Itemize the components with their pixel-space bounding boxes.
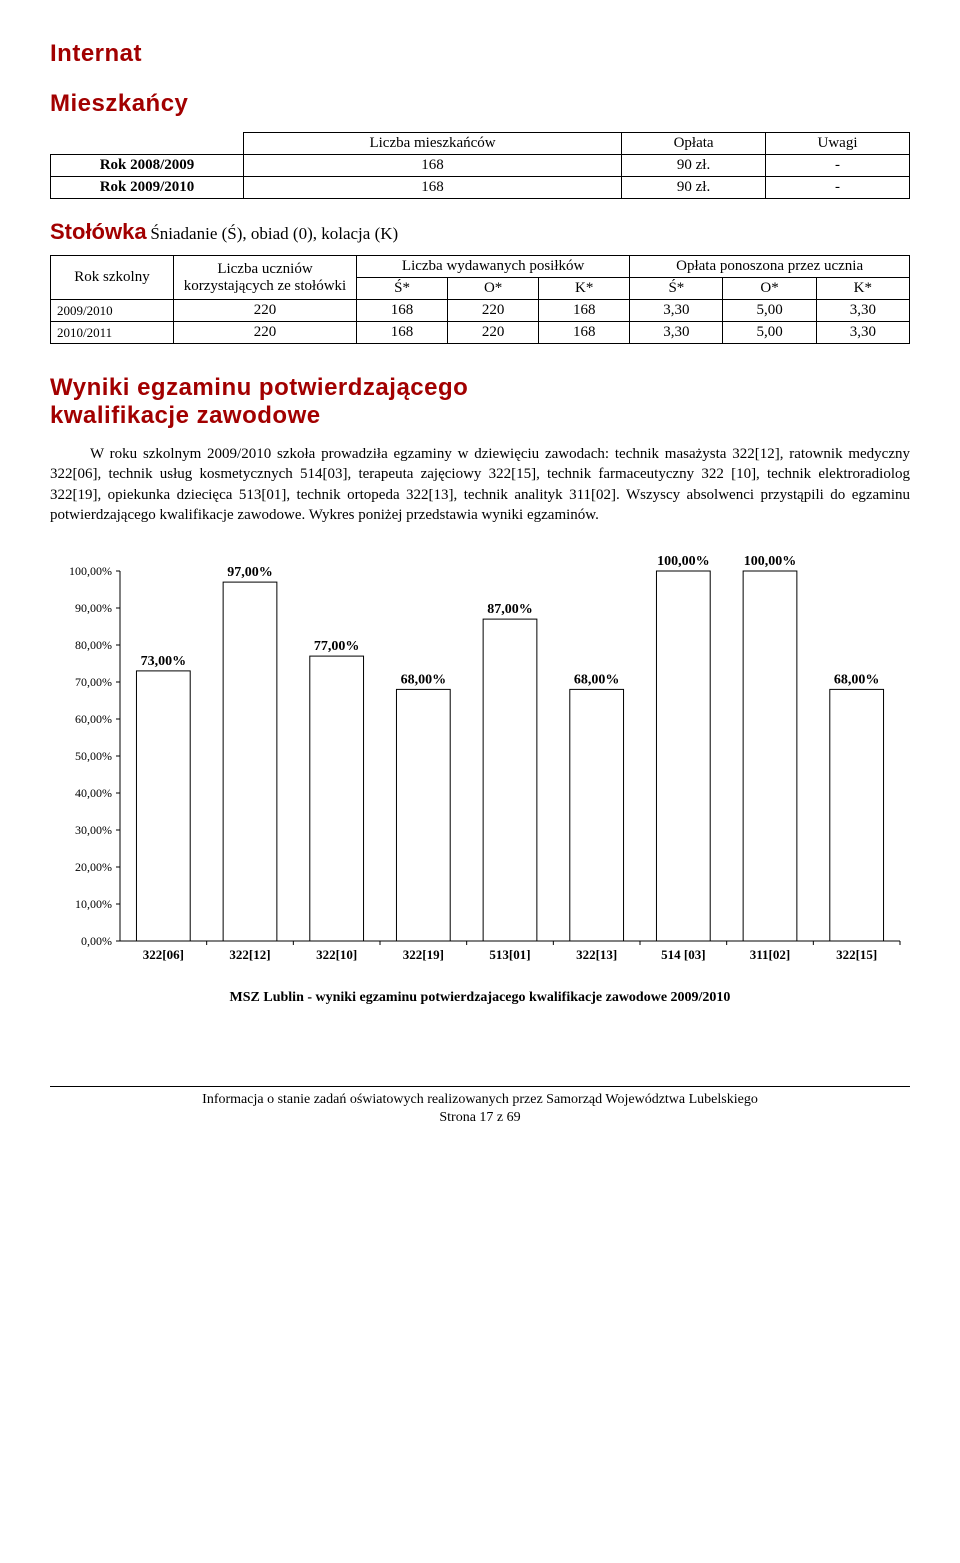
col-rok: Rok szkolny <box>51 256 174 300</box>
table-row: 2010/2011 220 168 220 168 3,30 5,00 3,30 <box>51 322 910 344</box>
svg-text:513[01]: 513[01] <box>489 947 530 962</box>
table-row: Rok 2008/2009 168 90 zł. - <box>51 155 910 177</box>
svg-text:60,00%: 60,00% <box>75 712 112 726</box>
svg-text:20,00%: 20,00% <box>75 860 112 874</box>
cell: 168 <box>357 322 448 344</box>
bar-chart-svg: 0,00% 10,00% 20,00% 30,00% 40,00% 50,00% 60,00… <box>50 551 910 981</box>
col-oplata: Opłata <box>622 133 766 155</box>
cell: - <box>766 155 910 177</box>
sub-s: Ś* <box>357 278 448 300</box>
svg-text:322[19]: 322[19] <box>403 947 444 962</box>
cell: 90 zł. <box>622 177 766 199</box>
svg-text:100,00%: 100,00% <box>69 564 112 578</box>
table-mieszkancy: Liczba mieszkańców Opłata Uwagi Rok 2008… <box>50 132 910 199</box>
cell: 168 <box>539 322 630 344</box>
heading-wyniki-l1: Wyniki egzaminu potwierdzającego <box>50 374 910 402</box>
cell: - <box>766 177 910 199</box>
cell: 168 <box>539 300 630 322</box>
cell: 168 <box>244 155 622 177</box>
cell: 5,00 <box>723 322 816 344</box>
svg-text:10,00%: 10,00% <box>75 897 112 911</box>
chart-caption: MSZ Lublin - wyniki egzaminu potwierdzaj… <box>50 990 910 1006</box>
heading-stolowka: Stołówka Śniadanie (Ś), obiad (0), kolac… <box>50 219 910 245</box>
table-row: 2009/2010 220 168 220 168 3,30 5,00 3,30 <box>51 300 910 322</box>
svg-text:97,00%: 97,00% <box>227 565 273 580</box>
cell: 3,30 <box>630 300 723 322</box>
stolowka-suffix: Śniadanie (Ś), obiad (0), kolacja (K) <box>150 224 398 243</box>
col-uwagi: Uwagi <box>766 133 910 155</box>
svg-text:68,00%: 68,00% <box>834 672 880 687</box>
svg-text:68,00%: 68,00% <box>401 672 447 687</box>
svg-text:100,00%: 100,00% <box>657 554 710 569</box>
svg-text:322[10]: 322[10] <box>316 947 357 962</box>
sub-s: Ś* <box>630 278 723 300</box>
svg-text:311[02]: 311[02] <box>750 947 790 962</box>
bar-chart: 0,00% 10,00% 20,00% 30,00% 40,00% 50,00% 60,00… <box>50 551 910 1006</box>
svg-text:322[15]: 322[15] <box>836 947 877 962</box>
svg-text:100,00%: 100,00% <box>744 554 797 569</box>
svg-text:87,00%: 87,00% <box>487 602 533 617</box>
table-row: Rok 2009/2010 168 90 zł. - <box>51 177 910 199</box>
svg-text:514 [03]: 514 [03] <box>661 947 705 962</box>
col-liczba-posilkow: Liczba wydawanych posiłków <box>357 256 630 278</box>
cell: 220 <box>448 300 539 322</box>
footer-line1: Informacja o stanie zadań oświatowych re… <box>50 1091 910 1109</box>
sub-k: K* <box>539 278 630 300</box>
col-liczba-uczniow: Liczba uczniów korzystających ze stołówk… <box>174 256 357 300</box>
stolowka-prefix: Stołówka <box>50 219 147 244</box>
page-footer: Informacja o stanie zadań oświatowych re… <box>50 1086 910 1127</box>
svg-text:0,00%: 0,00% <box>81 934 112 948</box>
svg-text:322[13]: 322[13] <box>576 947 617 962</box>
svg-text:50,00%: 50,00% <box>75 749 112 763</box>
paragraph-wyniki: W roku szkolnym 2009/2010 szkoła prowadz… <box>50 444 910 525</box>
svg-text:322[12]: 322[12] <box>229 947 270 962</box>
svg-text:80,00%: 80,00% <box>75 638 112 652</box>
sub-k: K* <box>816 278 909 300</box>
table-header-row: Liczba mieszkańców Opłata Uwagi <box>51 133 910 155</box>
col-liczba: Liczba mieszkańców <box>244 133 622 155</box>
cell: 220 <box>174 322 357 344</box>
cell: 220 <box>448 322 539 344</box>
cell: 3,30 <box>816 322 909 344</box>
cell-year: 2010/2011 <box>51 322 174 344</box>
heading-mieszkancy: Mieszkańcy <box>50 90 910 118</box>
sub-o: O* <box>448 278 539 300</box>
svg-text:322[06]: 322[06] <box>143 947 184 962</box>
svg-text:90,00%: 90,00% <box>75 601 112 615</box>
col-oplata: Opłata ponoszona przez ucznia <box>630 256 910 278</box>
table-header-row: Rok szkolny Liczba uczniów korzystającyc… <box>51 256 910 278</box>
cell: 220 <box>174 300 357 322</box>
row-label: Rok 2008/2009 <box>51 155 244 177</box>
footer-line2: Strona 17 z 69 <box>50 1109 910 1127</box>
row-label: Rok 2009/2010 <box>51 177 244 199</box>
cell: 168 <box>357 300 448 322</box>
svg-text:77,00%: 77,00% <box>314 639 360 654</box>
heading-internat: Internat <box>50 40 910 68</box>
cell: 5,00 <box>723 300 816 322</box>
cell-year: 2009/2010 <box>51 300 174 322</box>
cell: 3,30 <box>816 300 909 322</box>
svg-text:70,00%: 70,00% <box>75 675 112 689</box>
table-stolowka: Rok szkolny Liczba uczniów korzystającyc… <box>50 255 910 344</box>
sub-o: O* <box>723 278 816 300</box>
heading-wyniki-l2: kwalifikacje zawodowe <box>50 402 910 430</box>
svg-text:68,00%: 68,00% <box>574 672 620 687</box>
svg-text:30,00%: 30,00% <box>75 823 112 837</box>
svg-text:73,00%: 73,00% <box>141 654 187 669</box>
cell: 168 <box>244 177 622 199</box>
cell: 90 zł. <box>622 155 766 177</box>
svg-text:40,00%: 40,00% <box>75 786 112 800</box>
cell: 3,30 <box>630 322 723 344</box>
